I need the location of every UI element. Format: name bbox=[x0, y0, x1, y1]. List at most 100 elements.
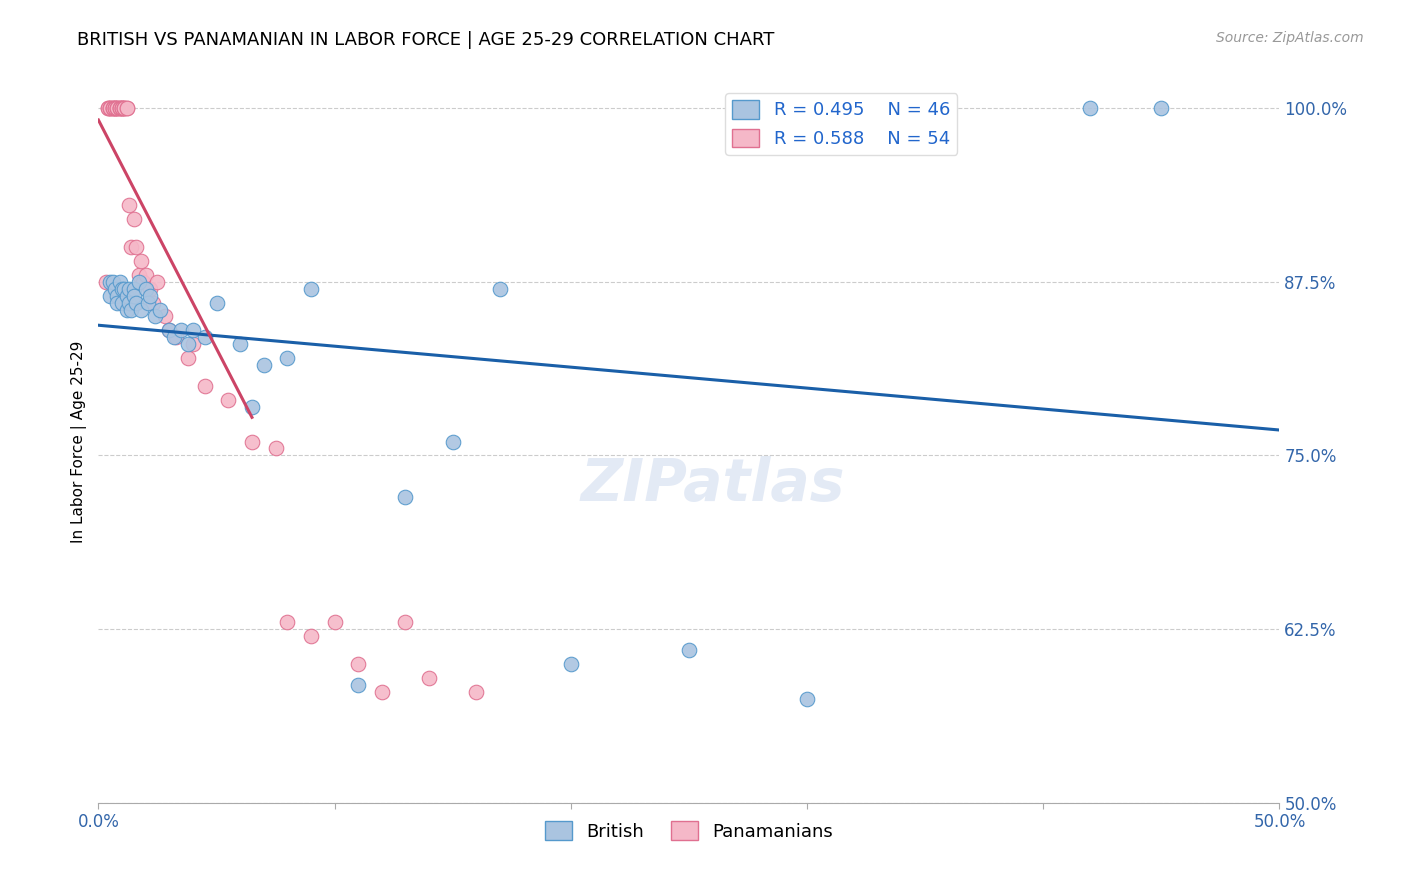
Point bbox=[135, 268, 157, 282]
Point bbox=[323, 615, 346, 630]
Y-axis label: In Labor Force | Age 25-29: In Labor Force | Age 25-29 bbox=[72, 341, 87, 542]
Point bbox=[115, 101, 138, 115]
Point bbox=[111, 101, 134, 115]
Point bbox=[163, 330, 186, 344]
Point bbox=[418, 671, 440, 685]
Point bbox=[135, 282, 157, 296]
Point bbox=[143, 310, 166, 324]
Point bbox=[101, 101, 124, 115]
Point bbox=[105, 101, 128, 115]
Point bbox=[128, 268, 150, 282]
Point bbox=[104, 101, 127, 115]
Point bbox=[136, 295, 159, 310]
Point bbox=[112, 101, 135, 115]
Point bbox=[1080, 101, 1102, 115]
Point bbox=[299, 629, 322, 643]
Point bbox=[105, 288, 128, 302]
Point bbox=[122, 288, 145, 302]
Point bbox=[98, 275, 121, 289]
Point bbox=[98, 101, 121, 115]
Point bbox=[347, 657, 370, 671]
Point bbox=[104, 101, 127, 115]
Point bbox=[560, 657, 582, 671]
Point bbox=[128, 275, 150, 289]
Point bbox=[112, 101, 135, 115]
Point bbox=[115, 302, 138, 317]
Point bbox=[105, 101, 128, 115]
Point bbox=[97, 101, 120, 115]
Point bbox=[115, 288, 138, 302]
Point bbox=[153, 310, 176, 324]
Point bbox=[139, 282, 162, 296]
Text: ZIPatlas: ZIPatlas bbox=[581, 457, 845, 514]
Text: BRITISH VS PANAMANIAN IN LABOR FORCE | AGE 25-29 CORRELATION CHART: BRITISH VS PANAMANIAN IN LABOR FORCE | A… bbox=[77, 31, 775, 49]
Point bbox=[98, 288, 121, 302]
Point bbox=[489, 282, 512, 296]
Point bbox=[181, 337, 204, 351]
Point bbox=[105, 295, 128, 310]
Point bbox=[165, 330, 187, 344]
Point bbox=[299, 282, 322, 296]
Point bbox=[129, 253, 152, 268]
Point bbox=[108, 101, 131, 115]
Point bbox=[1150, 101, 1173, 115]
Point bbox=[111, 101, 134, 115]
Point bbox=[104, 101, 127, 115]
Legend: British, Panamanians: British, Panamanians bbox=[537, 814, 841, 848]
Point bbox=[253, 358, 276, 372]
Point bbox=[101, 275, 124, 289]
Point bbox=[122, 282, 145, 296]
Point bbox=[157, 323, 180, 337]
Point bbox=[132, 275, 155, 289]
Point bbox=[146, 275, 169, 289]
Point bbox=[108, 101, 131, 115]
Point bbox=[149, 302, 172, 317]
Point bbox=[112, 282, 135, 296]
Point bbox=[465, 684, 488, 698]
Point bbox=[129, 302, 152, 317]
Point bbox=[111, 101, 134, 115]
Point bbox=[112, 101, 135, 115]
Point bbox=[240, 434, 263, 449]
Point bbox=[170, 323, 193, 337]
Point bbox=[104, 282, 127, 296]
Point bbox=[105, 101, 128, 115]
Point bbox=[177, 351, 200, 366]
Point bbox=[142, 295, 165, 310]
Point bbox=[371, 684, 394, 698]
Point bbox=[111, 282, 134, 296]
Point bbox=[118, 282, 141, 296]
Point bbox=[205, 295, 228, 310]
Point bbox=[94, 275, 117, 289]
Point bbox=[121, 240, 143, 254]
Point bbox=[108, 275, 131, 289]
Point bbox=[122, 212, 145, 227]
Point bbox=[125, 295, 148, 310]
Point bbox=[394, 490, 416, 504]
Point bbox=[101, 101, 124, 115]
Point bbox=[276, 615, 298, 630]
Point bbox=[118, 198, 141, 212]
Point bbox=[121, 302, 143, 317]
Point bbox=[276, 351, 298, 366]
Point bbox=[678, 643, 700, 657]
Point bbox=[97, 101, 120, 115]
Text: Source: ZipAtlas.com: Source: ZipAtlas.com bbox=[1216, 31, 1364, 45]
Point bbox=[181, 323, 204, 337]
Point bbox=[157, 323, 180, 337]
Point bbox=[394, 615, 416, 630]
Point bbox=[111, 295, 134, 310]
Point bbox=[441, 434, 464, 449]
Point bbox=[101, 101, 124, 115]
Point bbox=[118, 295, 141, 310]
Point bbox=[240, 400, 263, 414]
Point bbox=[796, 691, 818, 706]
Point bbox=[115, 101, 138, 115]
Point bbox=[217, 392, 239, 407]
Point bbox=[347, 678, 370, 692]
Point bbox=[139, 288, 162, 302]
Point bbox=[125, 240, 148, 254]
Point bbox=[194, 330, 217, 344]
Point bbox=[264, 442, 287, 456]
Point bbox=[229, 337, 252, 351]
